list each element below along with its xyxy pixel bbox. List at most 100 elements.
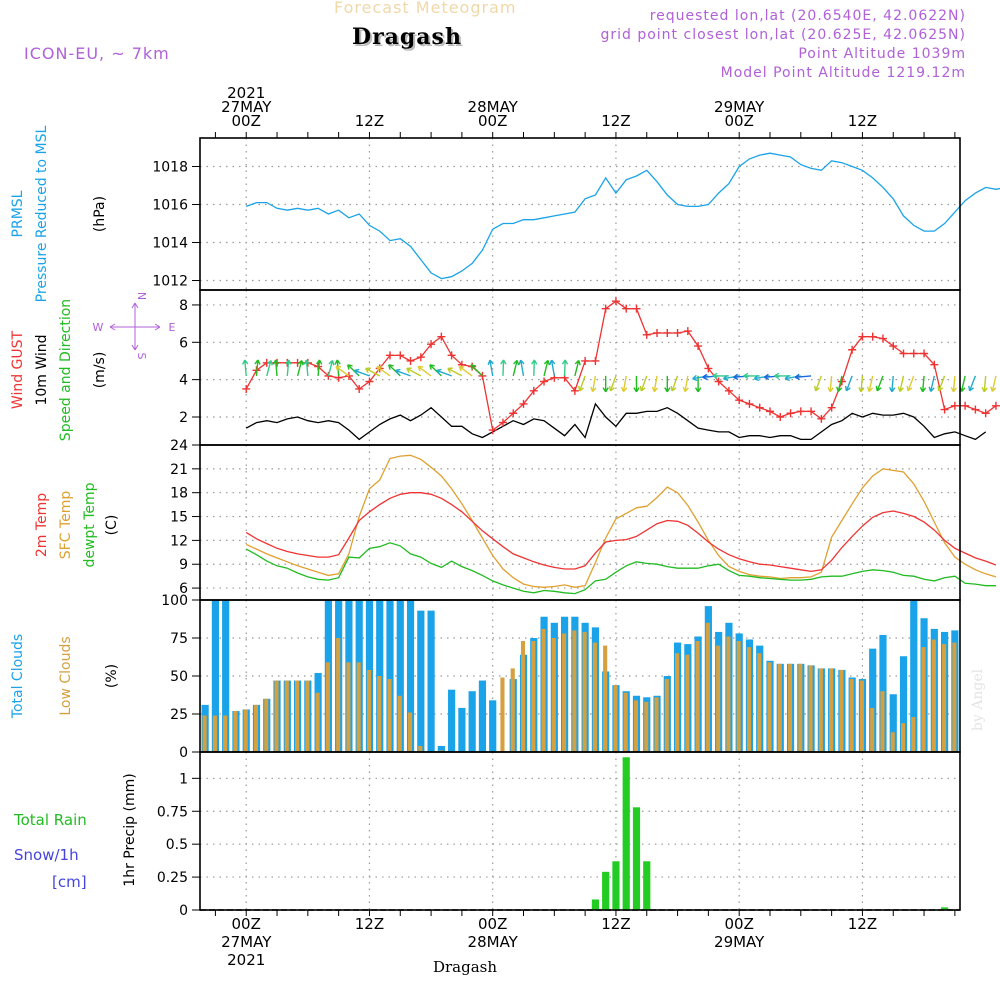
y-tick-label: 25 xyxy=(170,707,188,723)
total-cloud-bar xyxy=(468,691,476,752)
rain-bar xyxy=(643,861,651,910)
gust-marker xyxy=(683,327,692,336)
time-label-top: 2021 xyxy=(227,84,265,102)
low-cloud-bar xyxy=(911,717,916,752)
wind-direction-arrow xyxy=(844,375,853,392)
wind-direction-arrow xyxy=(919,375,927,393)
panel-label: 2m Temp xyxy=(34,493,50,557)
y-tick-label: 100 xyxy=(161,593,188,609)
wind-direction-arrow xyxy=(906,375,915,392)
gust-marker xyxy=(591,356,600,365)
low-cloud-bar xyxy=(233,710,238,752)
low-cloud-bar xyxy=(603,645,608,752)
rain-bar xyxy=(622,757,630,910)
requested-coords: requested lon,lat (20.6540E, 42.0622N) xyxy=(649,8,966,24)
compass-east: E xyxy=(169,321,176,334)
wind-direction-arrow xyxy=(620,375,628,393)
low-cloud-bar xyxy=(500,677,505,752)
low-cloud-bar xyxy=(726,636,731,752)
total-cloud-bar xyxy=(889,694,897,752)
gust-marker xyxy=(776,412,785,421)
gust-marker xyxy=(858,332,867,341)
wind-direction-arrow xyxy=(928,375,936,392)
gust-marker xyxy=(889,342,898,351)
wind-direction-arrow xyxy=(990,375,997,392)
wind-direction-arrow xyxy=(315,359,323,376)
pressure-line xyxy=(245,152,1000,280)
time-label-top: 12Z xyxy=(848,112,877,130)
time-label-top: 00Z xyxy=(232,112,261,130)
wind-direction-arrow xyxy=(639,375,648,392)
gust-marker xyxy=(601,304,610,313)
low-cloud-bar xyxy=(746,647,751,752)
low-cloud-bar xyxy=(798,663,803,752)
low-cloud-bar xyxy=(315,692,320,752)
panel-frame xyxy=(199,751,961,911)
low-cloud-bar xyxy=(562,633,567,752)
gust-marker xyxy=(786,409,795,418)
low-cloud-bar xyxy=(243,709,248,752)
y-tick-label: 6 xyxy=(179,581,188,597)
wind-direction-arrow xyxy=(303,359,310,376)
panel-frame xyxy=(199,444,961,601)
low-cloud-bar xyxy=(613,685,618,752)
low-cloud-bar xyxy=(418,745,423,752)
low-cloud-bar xyxy=(870,707,875,752)
low-cloud-bar xyxy=(223,715,228,752)
wind-direction-arrow xyxy=(968,375,977,392)
low-cloud-bar xyxy=(767,662,772,752)
wind-direction-arrow xyxy=(889,375,896,393)
time-label-bottom: 00Z xyxy=(478,915,507,933)
gust-marker xyxy=(355,384,364,393)
wind-direction-arrow xyxy=(406,367,422,377)
wind-direction-arrow xyxy=(531,359,538,376)
low-cloud-bar xyxy=(407,712,413,752)
gust-marker xyxy=(570,386,579,395)
gust-marker xyxy=(745,399,754,408)
gust-marker xyxy=(365,377,374,386)
low-cloud-bar xyxy=(284,680,289,752)
wind-direction-arrow xyxy=(487,359,494,377)
gust-marker xyxy=(878,334,887,343)
wind-direction-arrow xyxy=(897,375,905,392)
total-cloud-bar xyxy=(222,600,230,752)
gust-marker xyxy=(498,418,507,427)
total-cloud-bar xyxy=(899,656,908,752)
wind-direction-arrow xyxy=(866,375,874,392)
y-tick-label: 1014 xyxy=(152,236,188,252)
low-cloud-bar xyxy=(212,715,217,752)
time-label-top: 29MAY xyxy=(714,98,765,116)
snow-unit: [cm] xyxy=(52,873,87,891)
gust-marker xyxy=(386,351,394,360)
product-title: Forecast Meteogram xyxy=(334,0,517,17)
time-label-top: 00Z xyxy=(725,112,754,130)
time-label-top: 12Z xyxy=(355,112,384,130)
low-cloud-bar xyxy=(705,622,710,752)
low-cloud-bar xyxy=(633,700,639,752)
wind-direction-arrow xyxy=(296,359,304,377)
gust-marker xyxy=(796,407,805,416)
low-cloud-bar xyxy=(736,641,741,752)
gust-marker xyxy=(724,386,733,395)
y-tick-label: 0.5 xyxy=(166,837,188,853)
gust-marker xyxy=(653,328,662,337)
low-cloud-bar xyxy=(520,641,526,752)
wind-direction-arrow xyxy=(633,375,640,393)
gust-marker xyxy=(930,360,939,369)
low-cloud-bar xyxy=(952,642,957,752)
y-tick-label: 1016 xyxy=(152,198,188,214)
low-cloud-bar xyxy=(644,701,649,752)
low-cloud-bar xyxy=(346,662,351,752)
place-title: Dragash xyxy=(352,24,462,50)
wind-direction-arrow xyxy=(794,373,812,381)
low-cloud-bar xyxy=(942,644,947,752)
gust-marker xyxy=(581,356,590,365)
total-cloud-bar xyxy=(489,700,497,752)
y-tick-label: 15 xyxy=(170,510,188,526)
wind-direction-arrow xyxy=(670,375,679,392)
wind-direction-arrow xyxy=(814,375,823,392)
wind-direction-arrow xyxy=(549,359,556,377)
model-label: ICON-EU, ~ 7km xyxy=(24,44,170,63)
rain-bar xyxy=(612,861,620,910)
